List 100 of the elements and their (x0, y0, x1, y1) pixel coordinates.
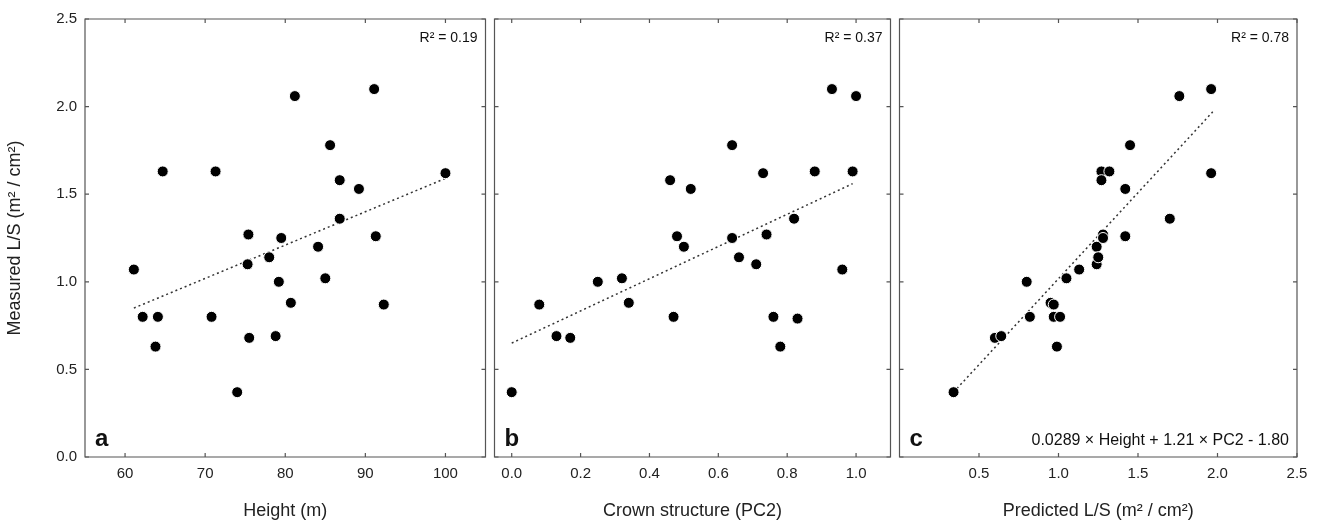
point (272, 275, 285, 288)
point (209, 165, 222, 178)
point (269, 330, 282, 343)
x-tick-label: 1.0 (1048, 464, 1069, 482)
annotation: R² = 0.19 (419, 28, 478, 45)
point (1073, 263, 1086, 276)
point (1119, 182, 1132, 195)
point (1050, 340, 1063, 353)
point (850, 90, 863, 103)
point (243, 331, 256, 344)
point (1020, 275, 1033, 288)
point (352, 182, 365, 195)
point (677, 240, 690, 253)
x-tick-label: 60 (116, 464, 134, 482)
point (205, 310, 218, 323)
point (550, 330, 563, 343)
point (622, 296, 635, 309)
point (127, 263, 140, 276)
point (263, 251, 276, 264)
y-tick-label: 2.5 (56, 9, 77, 27)
annotation: c (909, 423, 923, 451)
annotation: R² = 0.78 (1231, 28, 1290, 45)
x-tick-label: 0.2 (570, 464, 592, 482)
point (1092, 251, 1105, 264)
point (275, 232, 288, 244)
x-tick-label: 2.0 (1207, 464, 1228, 482)
point (1060, 272, 1073, 285)
point (671, 230, 683, 243)
y-tick-label: 2.0 (56, 96, 77, 114)
x-tick-label: 1.5 (1127, 464, 1149, 482)
point (324, 139, 337, 152)
point (757, 167, 770, 180)
annotation: b (504, 423, 520, 451)
point (564, 331, 577, 344)
x-axis-title: Height (m) (243, 500, 328, 521)
point (836, 263, 849, 276)
point (312, 240, 325, 253)
y-tick-label: 1.0 (56, 271, 77, 289)
point (1095, 174, 1108, 187)
x-tick-label: 0.6 (707, 464, 729, 482)
x-tick-label: 80 (276, 464, 294, 482)
point (369, 230, 382, 243)
point (788, 212, 801, 225)
x-tick-label: 2.5 (1286, 464, 1308, 482)
x-axis-title: Crown structure (PC2) (602, 500, 783, 521)
point (1205, 167, 1218, 180)
point (732, 251, 745, 264)
point (288, 90, 301, 103)
point (231, 386, 244, 399)
point (333, 174, 346, 187)
x-tick-label: 0.8 (776, 464, 798, 482)
point (664, 174, 677, 187)
point (825, 83, 838, 96)
point (791, 312, 804, 325)
x-tick-label: 0.0 (501, 464, 523, 482)
point (760, 228, 773, 241)
y-axis-title: Measured L/S (m² / cm²) (3, 140, 24, 336)
point (808, 165, 821, 178)
x-tick-label: 0.4 (639, 464, 660, 482)
x-tick-label: 90 (357, 464, 374, 482)
point (1205, 83, 1218, 96)
point (319, 272, 332, 285)
point (767, 310, 780, 323)
point (1054, 310, 1067, 323)
point (1097, 232, 1110, 244)
point (149, 340, 162, 353)
point (151, 310, 164, 323)
x-tick-label: 0.5 (968, 464, 990, 482)
point (615, 272, 628, 285)
annotation: R² = 0.37 (824, 28, 883, 45)
point (284, 296, 297, 309)
point (533, 298, 546, 311)
point (1103, 165, 1116, 178)
point (726, 232, 739, 244)
point (439, 167, 452, 180)
point (726, 139, 739, 152)
point (368, 83, 381, 96)
point (1124, 139, 1137, 152)
x-tick-label: 70 (196, 464, 214, 482)
x-axis-title: Predicted L/S (m² / cm²) (1002, 500, 1194, 521)
point (667, 310, 680, 323)
point (774, 340, 787, 353)
y-tick-label: 1.5 (56, 184, 77, 202)
point (995, 330, 1008, 343)
point (1173, 90, 1186, 103)
x-tick-label: 100 (432, 464, 458, 482)
point (1119, 230, 1132, 243)
point (750, 258, 763, 271)
point (684, 182, 697, 195)
point (1023, 310, 1036, 323)
y-tick-label: 0.5 (56, 359, 77, 377)
y-tick-label: 0.0 (56, 447, 77, 465)
point (241, 258, 254, 271)
point (242, 228, 255, 241)
point (156, 165, 169, 178)
point (846, 165, 859, 178)
point (333, 212, 346, 225)
point (136, 310, 149, 323)
point (505, 386, 518, 399)
point (377, 298, 390, 311)
